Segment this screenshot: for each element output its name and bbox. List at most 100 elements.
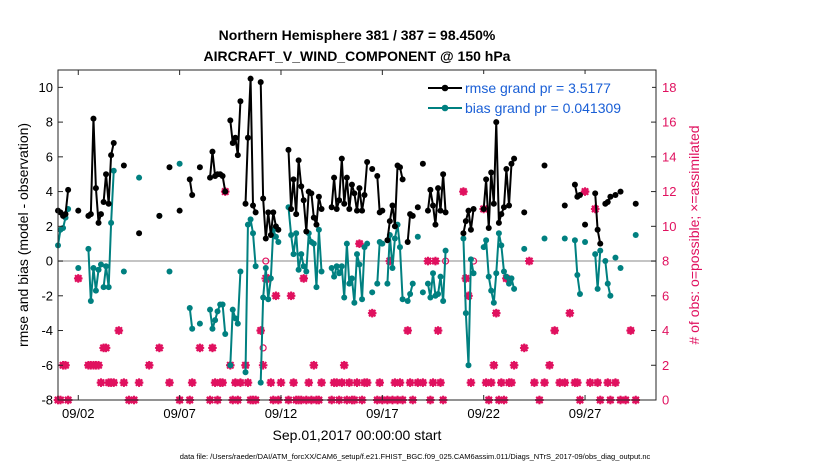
bias-point xyxy=(219,301,226,308)
bias-point xyxy=(207,306,214,313)
rmse-point xyxy=(227,117,234,124)
bias-point xyxy=(189,325,196,332)
rmse-point xyxy=(391,223,398,230)
rmse-point xyxy=(285,146,292,153)
plot-area xyxy=(58,70,656,400)
rmse-point xyxy=(87,211,94,218)
rmse-point xyxy=(470,205,477,212)
bias-point xyxy=(227,362,234,369)
rmse-point xyxy=(506,202,513,209)
rmse-point xyxy=(244,134,251,141)
rmse-point xyxy=(242,200,249,207)
rmse-point xyxy=(483,176,490,183)
bias-point xyxy=(356,261,363,268)
bias-point xyxy=(574,271,581,278)
rmse-point xyxy=(396,164,403,171)
rmse-point xyxy=(260,195,267,202)
bias-point xyxy=(396,244,403,251)
legend-bias-label: bias grand pr = 0.041309 xyxy=(465,100,621,116)
rmse-point xyxy=(404,238,411,245)
bias-point xyxy=(209,325,216,332)
bias-point xyxy=(612,254,619,261)
rmse-point xyxy=(500,204,507,211)
bias-point xyxy=(257,379,264,386)
nobs-assimilated-point xyxy=(433,326,443,335)
y-tick-label: -2 xyxy=(41,288,53,303)
nobs-assimilated-point xyxy=(367,308,377,318)
rmse-point xyxy=(435,185,442,192)
y-tick-label: 8 xyxy=(46,115,53,130)
bias-point xyxy=(419,289,426,296)
rmse-point xyxy=(65,186,72,193)
rmse-point xyxy=(318,205,325,212)
legend-bias-marker xyxy=(441,104,449,112)
bias-point xyxy=(607,292,614,299)
rmse-point xyxy=(592,190,599,197)
nobs-assimilated-point xyxy=(362,378,372,387)
bias-point xyxy=(351,299,358,306)
nobs-assimilated-point xyxy=(309,360,319,370)
nobs-assimilated-point xyxy=(119,378,129,387)
bias-point xyxy=(480,244,487,251)
rmse-point xyxy=(503,166,510,172)
nobs-assimilated-point xyxy=(507,378,516,387)
rmse-point xyxy=(237,98,244,105)
rmse-point xyxy=(369,166,376,172)
x-tick-label: 09/17 xyxy=(366,406,399,421)
rmse-point xyxy=(493,119,500,126)
rmse-point xyxy=(389,202,396,209)
bias-point xyxy=(85,245,92,252)
rmse-point xyxy=(576,192,583,199)
bias-point xyxy=(424,280,431,287)
bias-point xyxy=(470,270,477,277)
nobs-assimilated-point xyxy=(573,378,582,387)
rmse-point xyxy=(219,172,226,179)
nobs-assimilated-point xyxy=(134,378,144,387)
rmse-point xyxy=(437,207,444,214)
bias-point xyxy=(105,284,112,291)
nobs-assimilated-point xyxy=(73,274,83,283)
rmse-point xyxy=(440,171,447,178)
bias-point xyxy=(110,167,117,174)
rmse-point xyxy=(354,207,360,214)
bias-point xyxy=(336,270,343,277)
rmse-point xyxy=(222,188,229,195)
nobs-assimilated-point xyxy=(611,378,620,387)
nobs-assimilated-point xyxy=(540,378,549,387)
rmse-point xyxy=(262,235,269,242)
rmse-point xyxy=(247,75,254,82)
rmse-point xyxy=(110,139,117,146)
rmse-point xyxy=(427,186,434,193)
nobs-assimilated-point xyxy=(339,360,349,370)
nobs-assimilated-point xyxy=(155,343,164,353)
rmse-point xyxy=(561,202,568,209)
bias-point xyxy=(303,268,310,275)
nobs-assimilated-point xyxy=(94,360,103,370)
rmse-point xyxy=(508,160,515,167)
bias-point xyxy=(511,285,518,292)
y-tick-label: -6 xyxy=(41,358,53,373)
bias-point xyxy=(186,304,193,311)
rmse-point xyxy=(336,197,343,204)
rmse-point xyxy=(300,197,307,204)
nobs-assimilated-point xyxy=(144,360,154,370)
nobs-assimilated-point xyxy=(603,378,613,387)
nobs-assimilated-point xyxy=(550,326,559,335)
rmse-point xyxy=(632,200,639,207)
rmse-point xyxy=(541,162,548,169)
rmse-point xyxy=(105,200,112,207)
bias-point xyxy=(498,242,505,249)
rmse-point xyxy=(480,205,487,212)
nobs-assimilated-point xyxy=(525,256,534,266)
bias-point xyxy=(90,265,97,271)
rmse-point xyxy=(293,211,300,218)
bias-point xyxy=(267,275,274,282)
bias-point xyxy=(490,299,497,306)
y-axis-label: rmse and bias (model - observation) xyxy=(15,123,31,347)
rmse-point xyxy=(384,237,391,244)
rmse-point xyxy=(209,148,216,155)
nobs-assimilated-point xyxy=(593,378,602,387)
rmse-point xyxy=(490,200,497,207)
nobs-assimilated-point xyxy=(580,187,590,196)
bias-point xyxy=(440,298,447,304)
